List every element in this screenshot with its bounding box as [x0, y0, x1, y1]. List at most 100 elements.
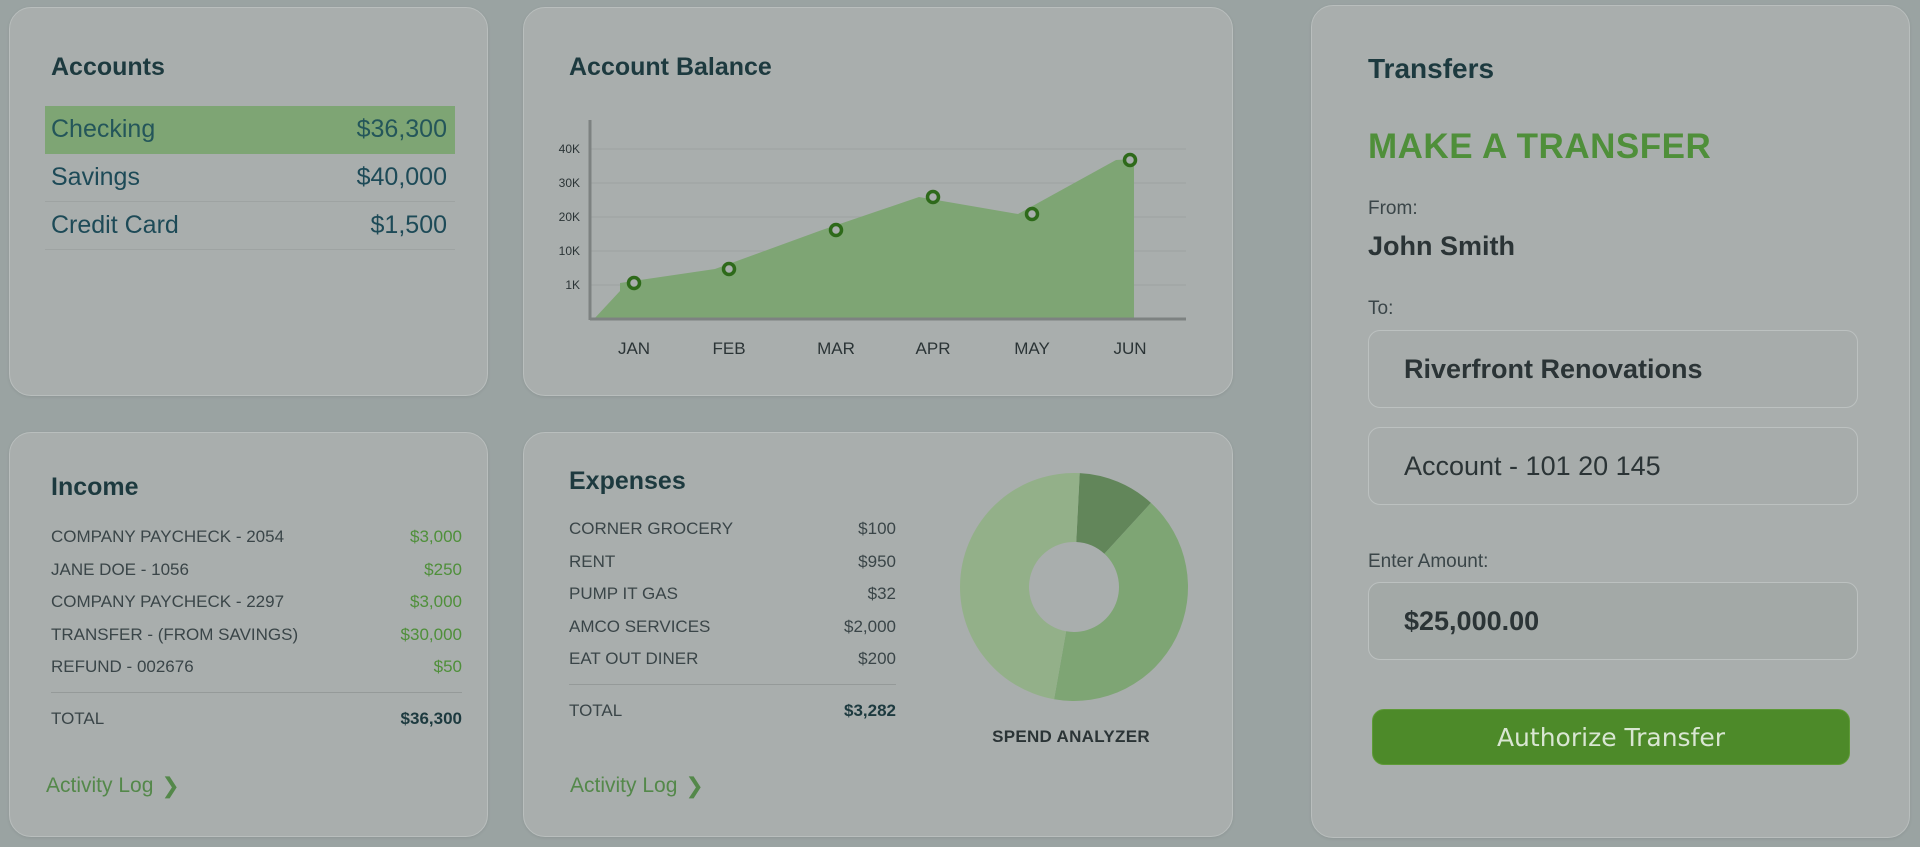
ledger-row: COMPANY PAYCHECK - 2297 $3,000 — [51, 586, 462, 619]
ledger-label: COMPANY PAYCHECK - 2297 — [51, 592, 285, 612]
ledger-row: CORNER GROCERY $100 — [569, 513, 896, 546]
account-row-credit-card[interactable]: Credit Card $1,500 — [45, 202, 455, 250]
ledger-amount: $3,000 — [410, 592, 462, 612]
x-tick-label: MAY — [1014, 339, 1050, 358]
donut-slice[interactable] — [960, 473, 1080, 700]
spend-analyzer-donut[interactable] — [954, 473, 1194, 713]
account-field[interactable]: Account - 101 20 145 — [1368, 427, 1858, 505]
x-tick-label: JUN — [1113, 339, 1146, 358]
transfers-title: Transfers — [1368, 53, 1495, 84]
payee-field[interactable]: Riverfront Renovations — [1368, 330, 1858, 408]
data-point[interactable] — [1122, 152, 1138, 168]
accounts-list: Checking $36,300 Savings $40,000 Credit … — [45, 106, 455, 250]
income-activity-log-link[interactable]: Activity Log ❯ — [46, 773, 180, 799]
y-tick-label: 10K — [559, 244, 580, 258]
to-label: To: — [1368, 298, 1394, 319]
y-tick-label: 1K — [565, 278, 580, 292]
ledger-label: REFUND - 002676 — [51, 657, 194, 677]
expenses-card: Expenses CORNER GROCERY $100 RENT $950 P… — [523, 432, 1233, 837]
ledger-label: JANE DOE - 1056 — [51, 559, 189, 579]
account-balance-card: Account Balance 1K 10K 20K 30K 40K JAN FEB MAR A… — [523, 7, 1233, 396]
account-row-checking[interactable]: Checking $36,300 — [45, 106, 455, 154]
ledger-amount: $2,000 — [844, 616, 896, 636]
x-tick-label: MAR — [817, 339, 855, 358]
accounts-card: Accounts Checking $36,300 Savings $40,00… — [9, 7, 488, 396]
account-value: Account - 101 20 145 — [1404, 450, 1661, 481]
y-tick-label: 40K — [559, 142, 580, 156]
income-card: Income COMPANY PAYCHECK - 2054 $3,000 JA… — [9, 432, 488, 837]
total-amount: $36,300 — [400, 708, 462, 728]
amount-field[interactable]: $25,000.00 — [1368, 582, 1858, 660]
balance-chart: 1K 10K 20K 30K 40K JAN FEB MAR APR MAY JUN — [559, 120, 1186, 358]
ledger-label: AMCO SERVICES — [569, 616, 711, 636]
make-transfer-heading: MAKE A TRANSFER — [1368, 127, 1712, 166]
ledger-amount: $3,000 — [410, 527, 462, 547]
ledger-label: PUMP IT GAS — [569, 584, 678, 604]
account-name: Checking — [51, 115, 156, 143]
ledger-amount: $250 — [424, 559, 462, 579]
account-amount: $1,500 — [370, 211, 447, 239]
total-label: TOTAL — [51, 708, 105, 728]
authorize-transfer-button[interactable]: Authorize Transfer — [1372, 709, 1850, 765]
income-title: Income — [51, 473, 139, 501]
balance-title: Account Balance — [569, 53, 772, 81]
ledger-row: AMCO SERVICES $2,000 — [569, 611, 896, 644]
expenses-ledger: CORNER GROCERY $100 RENT $950 PUMP IT GA… — [569, 513, 896, 727]
from-label: From: — [1368, 198, 1418, 219]
chevron-right-icon: ❯ — [685, 773, 704, 798]
x-tick-label: FEB — [712, 339, 745, 358]
account-name: Credit Card — [51, 211, 179, 239]
ledger-row: PUMP IT GAS $32 — [569, 578, 896, 611]
accounts-title: Accounts — [51, 53, 165, 81]
y-tick-label: 20K — [559, 210, 580, 224]
donut-slice[interactable] — [1054, 502, 1188, 701]
from-name: John Smith — [1368, 231, 1515, 261]
transfers-card: Transfers MAKE A TRANSFER From: John Smi… — [1311, 5, 1910, 838]
x-tick-label: APR — [916, 339, 951, 358]
spend-analyzer-label: SPEND ANALYZER — [992, 727, 1150, 746]
ledger-total: TOTAL $3,282 — [569, 695, 896, 727]
expenses-title: Expenses — [569, 467, 686, 495]
ledger-row: JANE DOE - 1056 $250 — [51, 554, 462, 587]
account-amount: $40,000 — [356, 163, 447, 191]
amount-label: Enter Amount: — [1368, 551, 1489, 572]
data-point[interactable] — [626, 275, 642, 291]
data-point[interactable] — [1024, 206, 1040, 222]
ledger-divider — [51, 691, 462, 693]
ledger-amount: $50 — [433, 657, 462, 677]
ledger-amount: $950 — [858, 551, 896, 571]
ledger-amount: $30,000 — [400, 624, 462, 644]
expenses-activity-log-link[interactable]: Activity Log ❯ — [570, 773, 704, 799]
x-tick-label: JAN — [618, 339, 650, 358]
data-point[interactable] — [721, 261, 737, 277]
ledger-amount: $32 — [867, 584, 896, 604]
ledger-row: COMPANY PAYCHECK - 2054 $3,000 — [51, 521, 462, 554]
balance-area — [594, 159, 1134, 319]
account-amount: $36,300 — [356, 115, 447, 143]
ledger-label: TRANSFER - (FROM SAVINGS) — [51, 624, 299, 644]
total-amount: $3,282 — [844, 700, 896, 720]
ledger-total: TOTAL $36,300 — [51, 703, 462, 735]
ledger-divider — [569, 683, 896, 685]
ledger-label: EAT OUT DINER — [569, 649, 699, 669]
donut-slice[interactable] — [1076, 473, 1151, 554]
ledger-row: RENT $950 — [569, 546, 896, 579]
account-row-savings[interactable]: Savings $40,000 — [45, 154, 455, 202]
ledger-amount: $200 — [858, 649, 896, 669]
ledger-row: TRANSFER - (FROM SAVINGS) $30,000 — [51, 619, 462, 652]
ledger-row: EAT OUT DINER $200 — [569, 643, 896, 676]
activity-log-label: Activity Log — [46, 774, 154, 797]
account-name: Savings — [51, 163, 140, 191]
total-label: TOTAL — [569, 700, 623, 720]
income-ledger: COMPANY PAYCHECK - 2054 $3,000 JANE DOE … — [51, 521, 462, 735]
data-point[interactable] — [925, 189, 941, 205]
ledger-amount: $100 — [858, 519, 896, 539]
chevron-right-icon: ❯ — [161, 773, 180, 798]
ledger-label: CORNER GROCERY — [569, 519, 734, 539]
ledger-row: REFUND - 002676 $50 — [51, 651, 462, 684]
amount-value: $25,000.00 — [1404, 605, 1540, 636]
ledger-label: RENT — [569, 551, 616, 571]
data-point[interactable] — [828, 222, 844, 238]
y-tick-label: 30K — [559, 176, 580, 190]
activity-log-label: Activity Log — [570, 774, 678, 797]
